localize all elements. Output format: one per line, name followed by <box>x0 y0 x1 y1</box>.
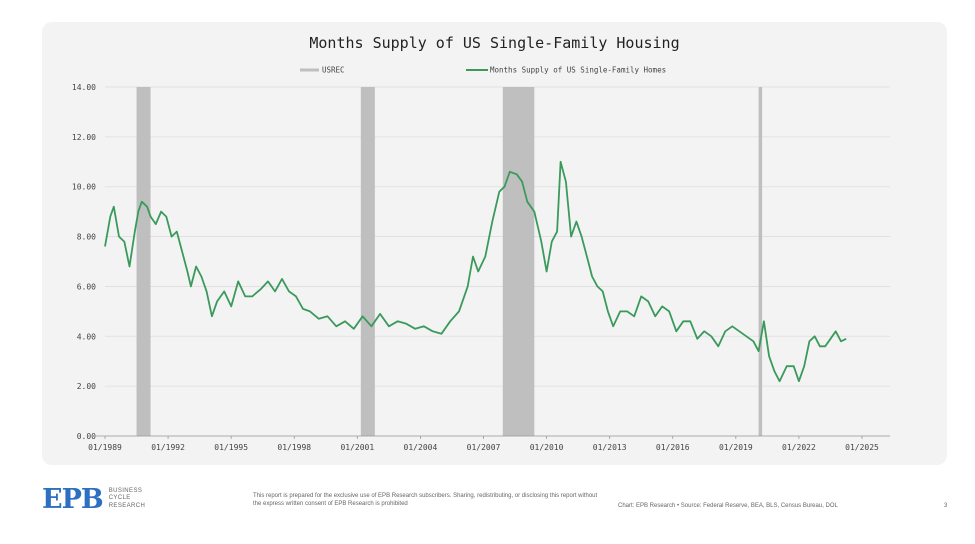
disclaimer-text: This report is prepared for the exclusiv… <box>253 493 598 507</box>
epb-logo: EPB BUSINESS CYCLE RESEARCH <box>42 482 145 516</box>
legend-swatch-usrec <box>300 68 319 72</box>
logo-mark: EPB <box>42 483 104 515</box>
x-tick-label: 01/2019 <box>719 443 753 452</box>
x-tick-label: 01/2013 <box>593 443 627 452</box>
y-tick-label: 12.00 <box>72 133 96 142</box>
recession-band <box>758 87 763 436</box>
logo-line-3: RESEARCH <box>108 502 146 509</box>
y-tick-label: 0.00 <box>77 432 96 441</box>
x-tick-label: 01/2010 <box>530 443 564 452</box>
y-tick-label: 4.00 <box>77 332 96 341</box>
legend-label-months-supply: Months Supply of US Single-Family Homes <box>490 66 666 75</box>
chart-title: Months Supply of US Single-Family Housin… <box>309 34 680 52</box>
x-tick-label: 01/2016 <box>656 443 690 452</box>
recession-band <box>502 87 535 436</box>
chart-panel <box>42 22 947 465</box>
series-line-months-supply <box>104 160 847 383</box>
y-tick-label: 2.00 <box>77 382 96 391</box>
x-tick-label: 01/2004 <box>404 443 438 452</box>
x-tick-label: 01/1989 <box>88 443 122 452</box>
x-tick-label: 01/1992 <box>151 443 185 452</box>
logo-line-2: CYCLE <box>108 495 131 502</box>
y-tick-label: 8.00 <box>77 233 96 242</box>
logo-subtitle: BUSINESS CYCLE RESEARCH <box>109 488 146 511</box>
y-tick-label: 14.00 <box>72 83 96 92</box>
x-tick-label: 01/1998 <box>277 443 311 452</box>
x-tick-label: 01/1995 <box>214 443 248 452</box>
logo-line-1: BUSINESS <box>108 487 143 494</box>
page-number: 3 <box>944 503 948 509</box>
x-tick-label: 01/2022 <box>782 443 816 452</box>
legend-label-usrec: USREC <box>322 66 345 75</box>
source-text: Chart: EPB Research • Source: Federal Re… <box>618 503 838 509</box>
recession-band <box>136 87 151 436</box>
y-tick-label: 10.00 <box>72 183 96 192</box>
y-tick-label: 6.00 <box>77 282 96 291</box>
recession-band <box>360 87 375 436</box>
x-tick-label: 01/2007 <box>467 443 501 452</box>
x-tick-label: 01/2001 <box>340 443 374 452</box>
x-tick-label: 01/2025 <box>845 443 879 452</box>
